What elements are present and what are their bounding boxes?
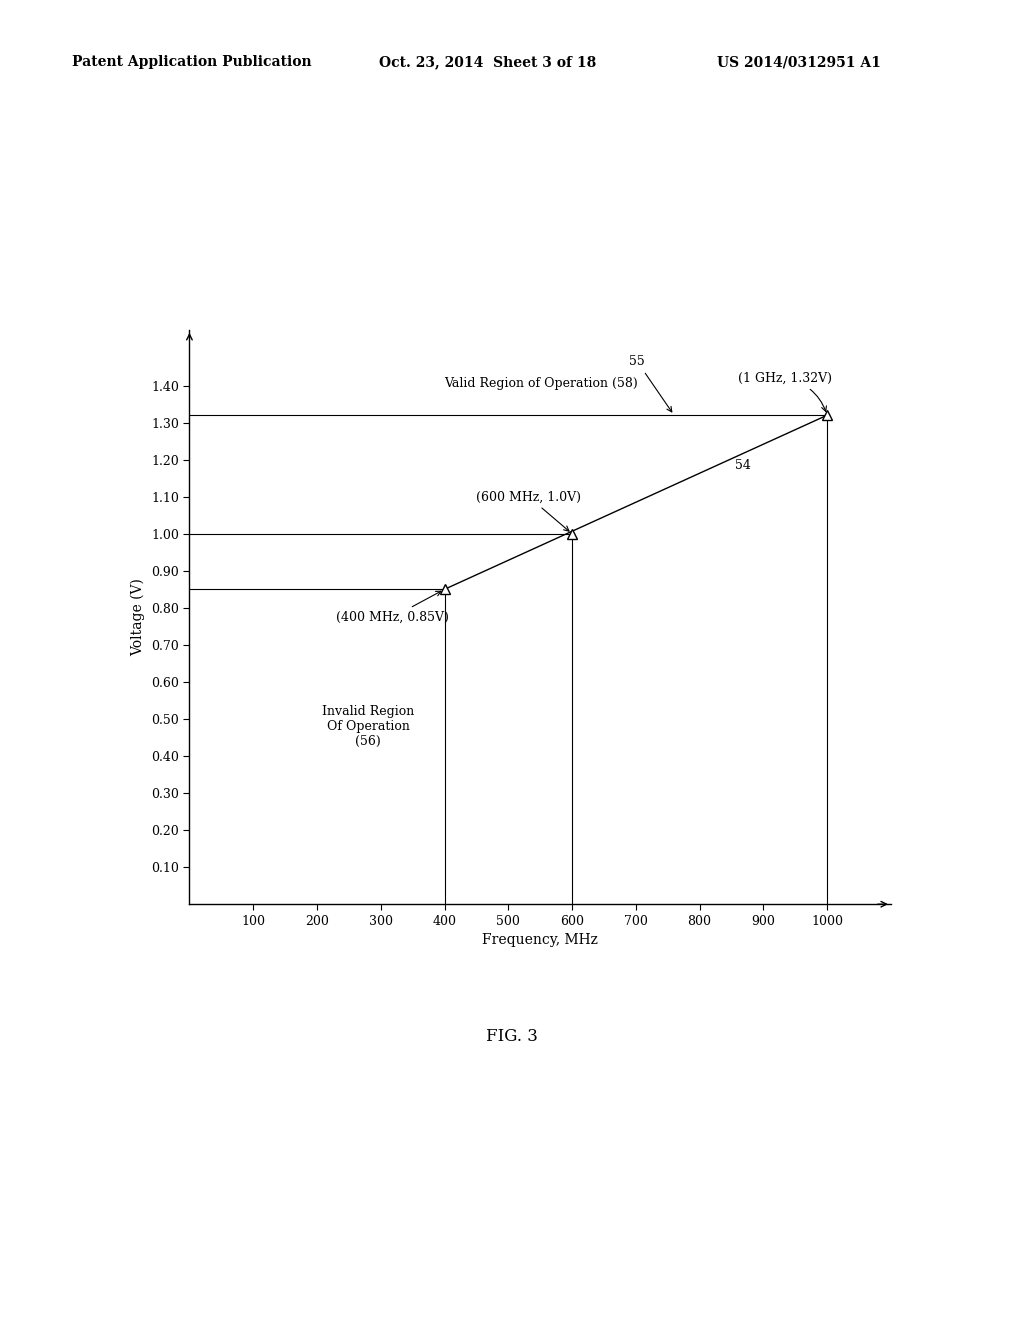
Text: Valid Region of Operation (58): Valid Region of Operation (58)	[444, 378, 638, 391]
Text: Patent Application Publication: Patent Application Publication	[72, 55, 311, 70]
Text: US 2014/0312951 A1: US 2014/0312951 A1	[717, 55, 881, 70]
Y-axis label: Voltage (V): Voltage (V)	[131, 578, 145, 656]
Text: (600 MHz, 1.0V): (600 MHz, 1.0V)	[476, 491, 582, 531]
Text: 55: 55	[630, 355, 672, 412]
Text: (400 MHz, 0.85V): (400 MHz, 0.85V)	[336, 591, 449, 624]
Text: 54: 54	[734, 459, 751, 473]
Text: (1 GHz, 1.32V): (1 GHz, 1.32V)	[738, 372, 831, 412]
Text: FIG. 3: FIG. 3	[486, 1028, 538, 1044]
Text: Oct. 23, 2014  Sheet 3 of 18: Oct. 23, 2014 Sheet 3 of 18	[379, 55, 596, 70]
X-axis label: Frequency, MHz: Frequency, MHz	[482, 933, 598, 948]
Text: Invalid Region
Of Operation
(56): Invalid Region Of Operation (56)	[322, 705, 414, 748]
